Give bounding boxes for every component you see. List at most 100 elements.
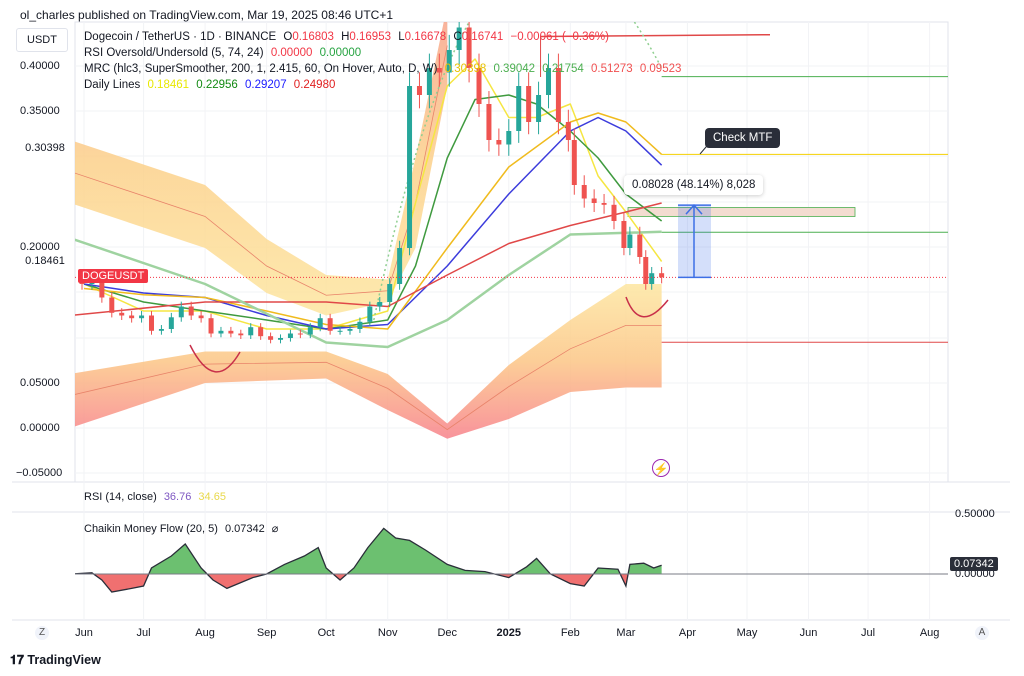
candle	[416, 86, 422, 95]
candle	[367, 306, 373, 322]
candle	[601, 203, 607, 205]
price-label-mrc-lower: 0.09523	[25, 336, 65, 348]
candle	[119, 312, 125, 316]
candle	[397, 248, 403, 284]
cmf-line	[75, 527, 662, 593]
candle	[637, 234, 643, 257]
candle	[297, 333, 303, 335]
candle	[148, 315, 154, 331]
candle	[591, 198, 597, 203]
candle	[426, 68, 432, 95]
candle	[178, 306, 184, 318]
x-tick: Aug	[919, 627, 940, 639]
candle	[377, 302, 383, 307]
cmf-positive-area	[75, 528, 662, 574]
x-tick: Feb	[560, 627, 580, 639]
price-label-gold: 0.30398	[25, 142, 65, 154]
candle	[643, 257, 649, 284]
cmf-legend: Chaikin Money Flow (20, 5) 0.07342 ⌀	[84, 523, 279, 535]
price-label-blue: 0.29207	[25, 157, 65, 169]
x-tick: Oct	[317, 627, 335, 639]
price-label-green: 0.22956	[25, 210, 65, 222]
candle	[139, 315, 145, 319]
x-tick: Nov	[377, 627, 398, 639]
price-label-red: 0.24980	[25, 195, 65, 207]
price-plot	[75, 22, 948, 439]
symbol-title[interactable]: Dogecoin / TetherUS · 1D · BINANCE	[84, 31, 277, 43]
candle	[218, 330, 224, 334]
x-tick: 2025	[496, 627, 522, 639]
candle	[238, 333, 244, 336]
candle	[526, 86, 532, 122]
x-tick: May	[736, 627, 758, 639]
cmf-tick: 0.00000	[955, 568, 995, 580]
candle	[407, 86, 413, 248]
auto-scale-button[interactable]: A	[975, 626, 989, 640]
zone-rectangle	[627, 207, 856, 217]
candle	[307, 327, 313, 335]
legend-mrc: MRC (hlc3, SuperSmoother, 200, 1, 2.415,…	[84, 63, 682, 75]
x-tick: Jun	[799, 627, 818, 639]
candle	[287, 333, 293, 338]
tv-logo-icon: 𝟏𝟕	[10, 653, 24, 667]
y-tick: 0.20000	[20, 241, 60, 253]
current-price-label: 0.16741 16:13:18	[23, 270, 67, 295]
candle	[611, 204, 617, 221]
check-mtf-callout[interactable]: Check MTF	[705, 128, 781, 148]
x-tick: Mar	[616, 627, 636, 639]
candle	[506, 131, 512, 145]
y-tick: −0.05000	[16, 467, 63, 479]
candle	[258, 327, 264, 337]
ma-line-red	[75, 202, 662, 316]
candle	[456, 27, 462, 50]
rsi-legend: RSI (14, close) 36.76 34.65	[84, 491, 226, 503]
annotation-arc	[625, 296, 669, 318]
candle	[581, 185, 587, 199]
candle	[555, 68, 561, 122]
candle	[516, 86, 522, 131]
publish-info: ol_charles published on TradingView.com,…	[20, 8, 394, 22]
cmf-tick: 0.50000	[955, 508, 995, 520]
candle	[659, 273, 665, 278]
candle	[627, 234, 633, 248]
y-tick: 0.40000	[20, 60, 60, 72]
candle	[486, 104, 492, 140]
candle	[649, 273, 655, 284]
ma-line-gold	[83, 112, 663, 330]
x-tick: Jul	[861, 627, 876, 639]
candle	[248, 327, 254, 336]
cmf-value-label: 0.07342	[950, 557, 998, 571]
arrow-up-icon	[685, 203, 703, 215]
candle	[565, 122, 571, 140]
legend-daily-lines: Daily Lines 0.18461 0.22956 0.29207 0.24…	[84, 79, 336, 91]
candle	[188, 306, 194, 316]
candle	[536, 95, 542, 122]
candle	[337, 330, 343, 332]
x-tick: Aug	[195, 627, 215, 639]
candle	[387, 284, 393, 302]
candle	[476, 68, 482, 104]
candle	[347, 329, 353, 331]
candle	[436, 68, 442, 73]
currency-button[interactable]: USDT	[16, 28, 68, 52]
legend-rsi-os: RSI Oversold/Undersold (5, 74, 24) 0.000…	[84, 47, 362, 59]
lightning-event-icon[interactable]: ⚡	[652, 459, 670, 477]
measure-label: 0.08028 (48.14%) 8,028	[624, 175, 764, 195]
candle	[228, 330, 234, 334]
candle	[496, 140, 502, 145]
ma-line-mrc_mean	[75, 230, 662, 349]
tradingview-logo[interactable]: 𝟏𝟕 TradingView	[10, 653, 101, 667]
annotation-arc	[189, 344, 241, 373]
x-tick: Jun	[75, 627, 93, 639]
y-tick: 0.00000	[20, 422, 60, 434]
candle	[357, 321, 363, 329]
candle	[99, 282, 105, 298]
ticker-label: DOGEUSDT	[78, 269, 149, 283]
price-label-mrc-mean: 0.21754	[25, 225, 65, 237]
candle	[327, 318, 333, 331]
zoom-reset-button[interactable]: Z	[35, 626, 49, 640]
x-tick: Dec	[437, 627, 458, 639]
candle	[571, 140, 577, 185]
x-tick: Jul	[136, 627, 151, 639]
